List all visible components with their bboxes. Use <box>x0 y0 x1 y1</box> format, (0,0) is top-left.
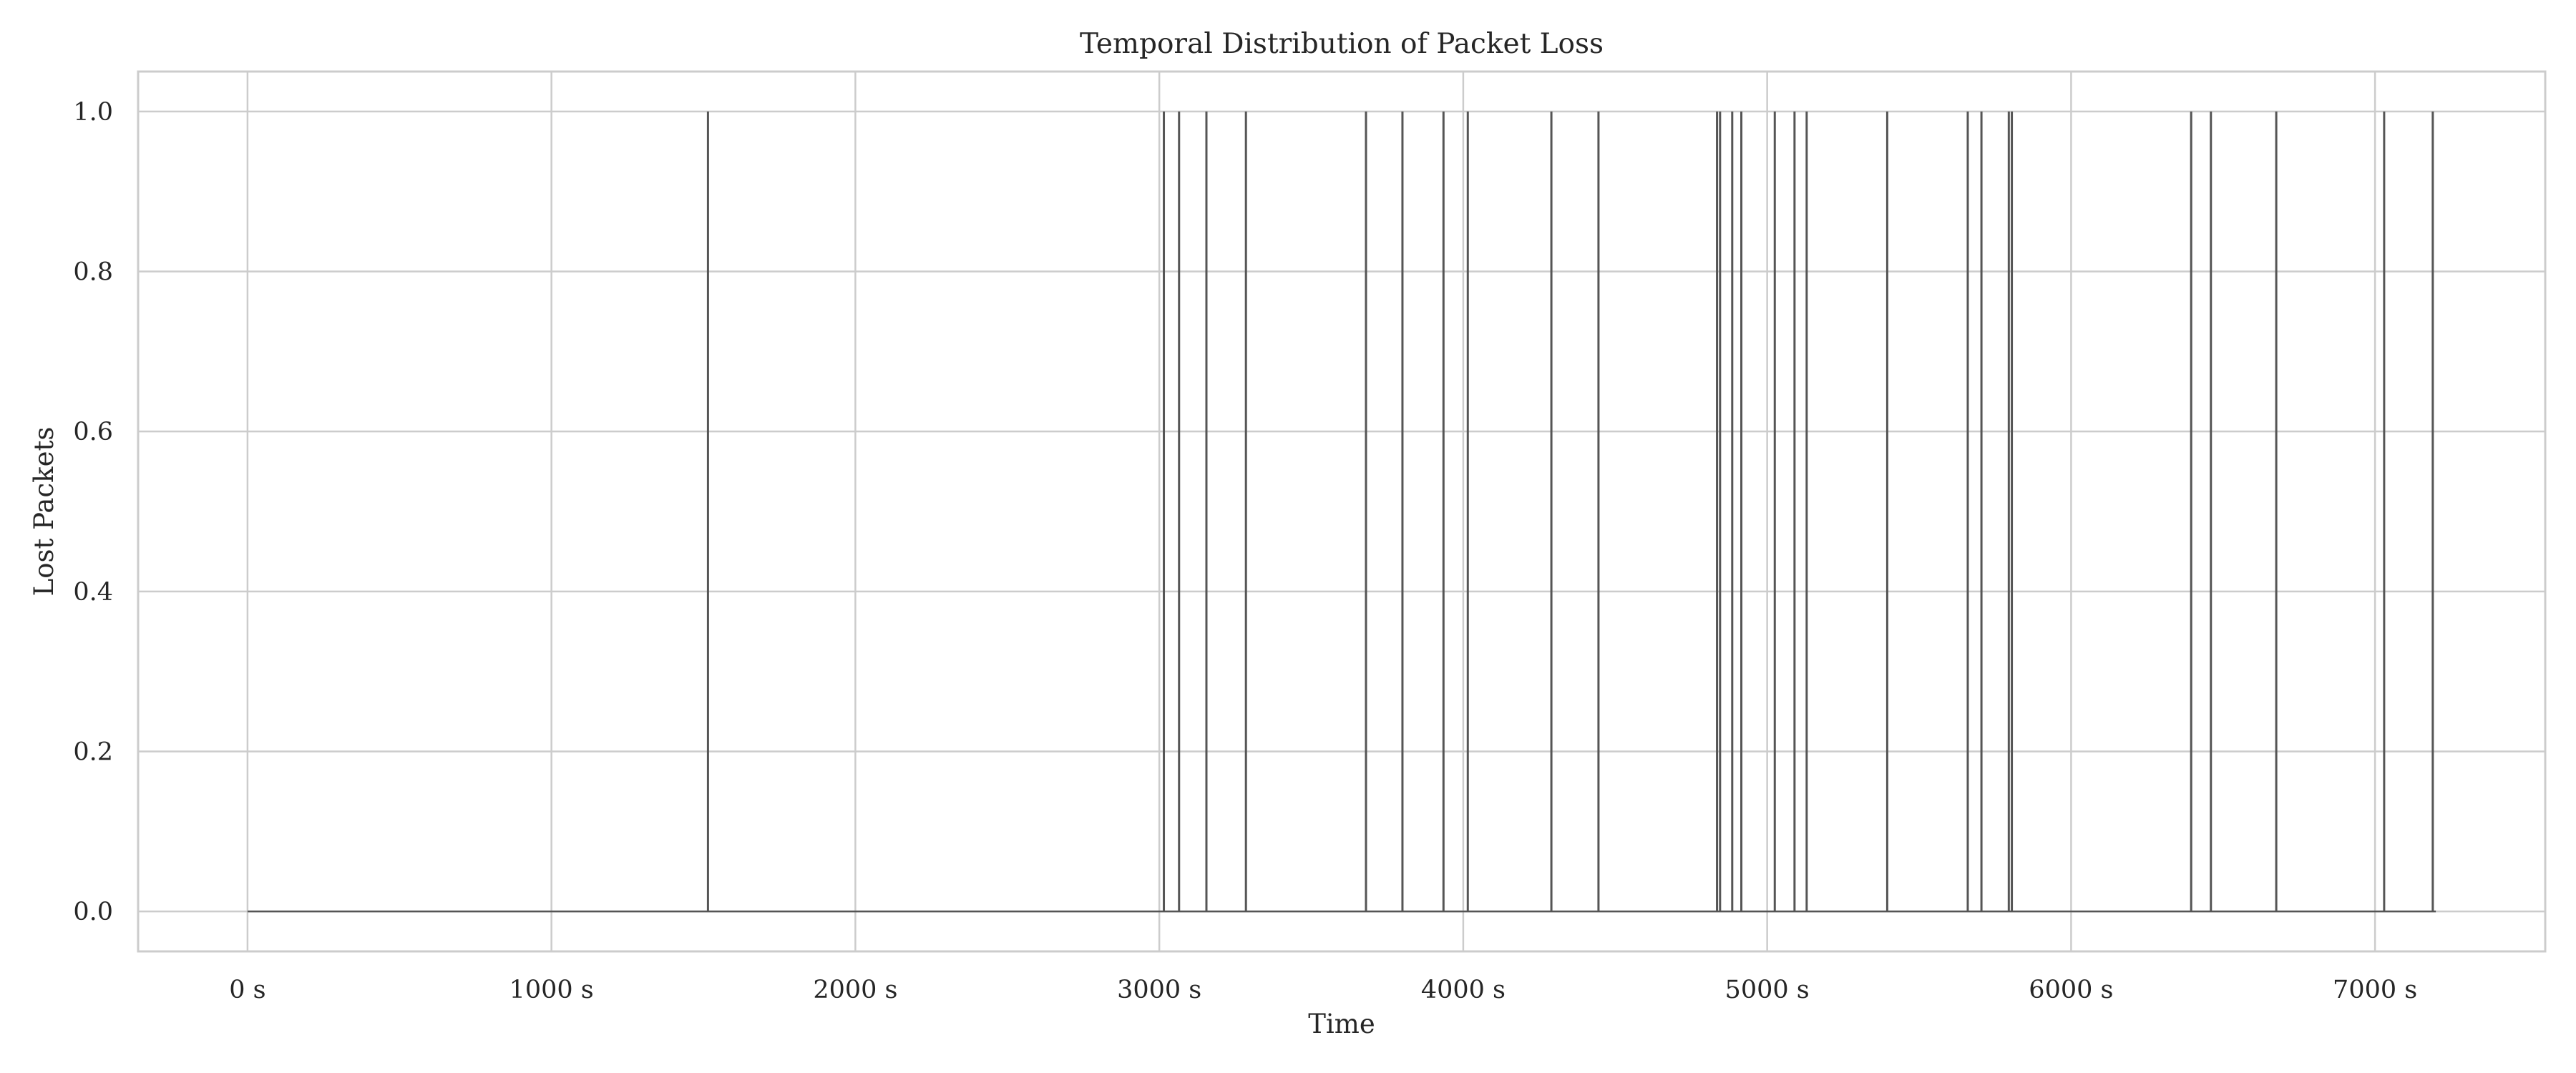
chart-title: Temporal Distribution of Packet Loss <box>1080 28 1604 60</box>
x-tick-label: 3000 s <box>1117 976 1201 1004</box>
y-tick-label: 0.2 <box>73 738 113 766</box>
plot-area-border <box>137 70 2547 953</box>
series-lines <box>247 111 2436 913</box>
x-tick-label: 6000 s <box>2029 976 2113 1004</box>
y-tick-label: 0.8 <box>73 258 113 287</box>
x-tick-label: 0 s <box>229 976 265 1004</box>
x-axis-label: Time <box>1308 1009 1375 1039</box>
x-tick-label: 5000 s <box>1725 976 1810 1004</box>
x-tick-label: 2000 s <box>813 976 897 1004</box>
y-tick-label: 0.6 <box>73 418 113 446</box>
y-tick-label: 1.0 <box>73 98 113 127</box>
y-axis-label: Lost Packets <box>29 427 59 597</box>
y-tick-label: 0.0 <box>73 898 113 926</box>
y-axis-ticks: 0.0 0.2 0.4 0.6 0.8 1.0 <box>73 98 113 926</box>
x-tick-label: 7000 s <box>2333 976 2417 1004</box>
x-tick-label: 4000 s <box>1421 976 1506 1004</box>
y-tick-label: 0.4 <box>73 578 113 607</box>
x-axis-ticks: 0 s 1000 s 2000 s 3000 s 4000 s 5000 s 6000 s 7… <box>229 976 2417 1004</box>
x-tick-label: 1000 s <box>509 976 594 1004</box>
grid <box>138 72 2545 951</box>
